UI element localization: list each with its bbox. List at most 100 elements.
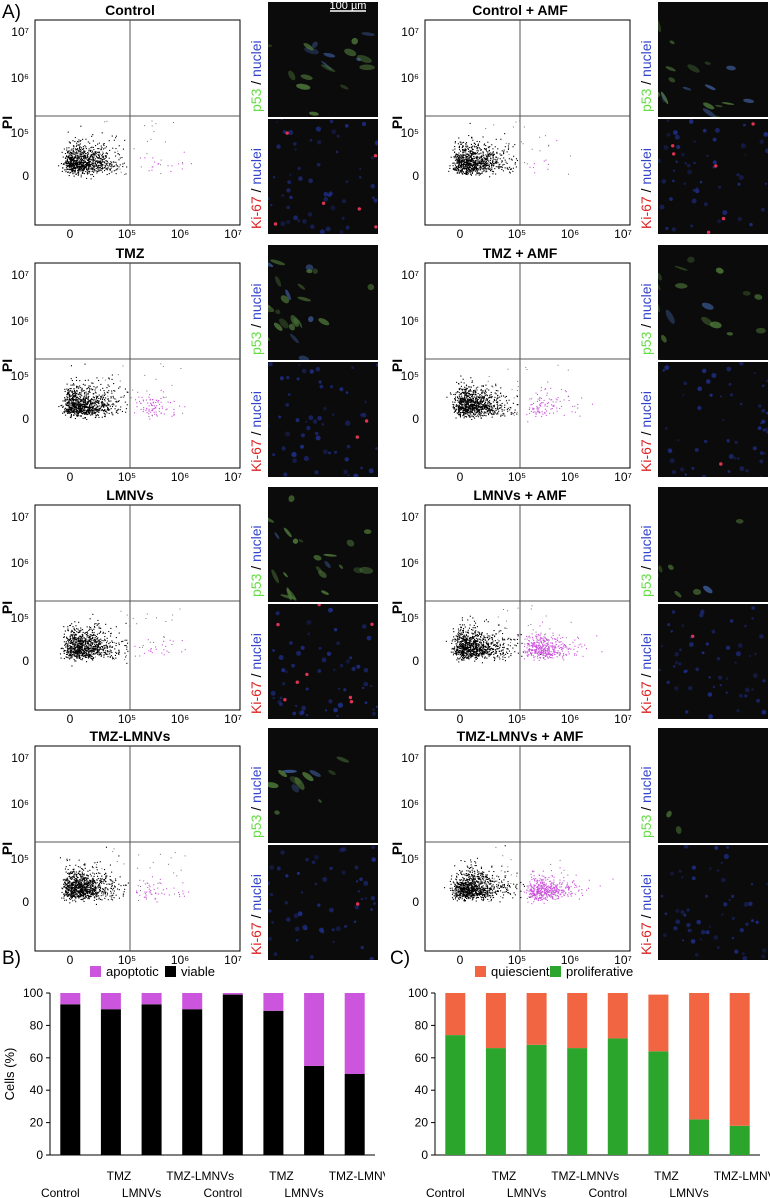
p53-micrograph: 100 µm bbox=[268, 2, 378, 117]
y-tick-label: 10⁵ bbox=[11, 611, 29, 625]
bar-segment-proliferative bbox=[689, 1119, 710, 1155]
flow-scatter-plot: 010⁵10⁶10⁷010⁵10⁶10⁷Annexin VPI bbox=[0, 19, 242, 238]
bar-segment-quiescient bbox=[648, 994, 669, 1052]
bar-segment-viable bbox=[222, 994, 243, 1155]
y-tick-label: 0 bbox=[412, 412, 419, 426]
x-tick-label: 0 bbox=[457, 953, 464, 964]
y-tick-label: 10⁶ bbox=[401, 71, 419, 85]
y-tick-label: 10⁷ bbox=[11, 25, 29, 39]
legend-swatch bbox=[90, 966, 101, 977]
y-tick-label: 0 bbox=[412, 895, 419, 909]
bar-segment-apoptotic bbox=[222, 993, 243, 995]
scatter-points bbox=[444, 845, 614, 905]
ki67-stain-label: Ki-67 / nuclei bbox=[248, 874, 264, 955]
category-label: Control bbox=[203, 1186, 242, 1198]
y-tick-label: 10⁵ bbox=[401, 852, 419, 866]
legend-label: viable bbox=[181, 964, 215, 979]
y-tick-label: 0 bbox=[22, 654, 29, 668]
p53-micrograph bbox=[658, 2, 768, 117]
bar-segment-quiescient bbox=[607, 993, 628, 1039]
y-tick-label: 10⁵ bbox=[11, 852, 29, 866]
scatter-points bbox=[445, 605, 603, 664]
bar-segment-proliferative bbox=[729, 1125, 750, 1155]
bar-segment-apoptotic bbox=[263, 993, 284, 1011]
y-tick-label: 10⁷ bbox=[11, 751, 29, 765]
y-axis-label: PI bbox=[390, 601, 405, 614]
flow-scatter-plot: 010⁵10⁶10⁷010⁵10⁶10⁷Annexin VPI bbox=[390, 262, 632, 481]
y-tick-label: 80 bbox=[30, 1018, 44, 1032]
legend-swatch bbox=[165, 966, 176, 977]
bar-segment-viable bbox=[304, 1065, 325, 1155]
bar-segment-proliferative bbox=[607, 1038, 628, 1155]
p53-micrograph bbox=[268, 487, 378, 602]
panel-label-c: C) bbox=[390, 948, 411, 969]
x-tick-label: 10⁷ bbox=[224, 227, 242, 238]
flow-panel-title: TMZ-LMNVs + AMF bbox=[456, 728, 584, 744]
x-tick-label: 0 bbox=[457, 470, 464, 481]
ki67-micrograph bbox=[268, 845, 378, 960]
scatter-points bbox=[448, 120, 571, 178]
ki67-stain-label: Ki-67 / nuclei bbox=[638, 391, 654, 472]
scatter-points bbox=[58, 120, 192, 180]
plot-frame bbox=[424, 262, 631, 469]
y-tick-label: 10⁷ bbox=[401, 268, 419, 282]
y-tick-label: 10⁵ bbox=[11, 126, 29, 140]
panel-label-a: A) bbox=[2, 2, 21, 23]
y-tick-label: 0 bbox=[412, 654, 419, 668]
bar-segment-apoptotic bbox=[141, 993, 162, 1005]
bar-segment-proliferative bbox=[567, 1048, 588, 1155]
y-axis-label: PI bbox=[0, 359, 15, 372]
flow-scatter-plot: 010⁵10⁶10⁷010⁵10⁶10⁷Annexin VPI bbox=[0, 745, 242, 964]
x-tick-label: 10⁵ bbox=[508, 470, 526, 481]
category-label: TMZ bbox=[654, 1169, 679, 1183]
bar-segment-proliferative bbox=[445, 1035, 466, 1155]
scale-bar-label: 100 µm bbox=[330, 2, 367, 12]
y-tick-label: 10⁷ bbox=[11, 510, 29, 524]
x-tick-label: 0 bbox=[457, 712, 464, 723]
p53-stain-label: p53 / nuclei bbox=[638, 525, 654, 597]
x-tick-label: 10⁵ bbox=[508, 953, 526, 964]
bar-segment-apoptotic bbox=[60, 993, 81, 1005]
y-tick-label: 10⁵ bbox=[401, 369, 419, 383]
bar-segment-quiescient bbox=[567, 993, 588, 1049]
flow-scatter-plot: 010⁵10⁶10⁷010⁵10⁶10⁷Annexin VPI bbox=[0, 504, 242, 723]
y-tick-label: 20 bbox=[415, 1116, 429, 1130]
y-tick-label: 0 bbox=[22, 895, 29, 909]
bar-segment-viable bbox=[141, 1004, 162, 1155]
ki67-stain-label: Ki-67 / nuclei bbox=[638, 874, 654, 955]
p53-micrograph bbox=[658, 487, 768, 602]
x-tick-label: 10⁶ bbox=[561, 712, 579, 723]
y-tick-label: 20 bbox=[30, 1116, 44, 1130]
p53-stain-label: p53 / nuclei bbox=[248, 40, 264, 112]
y-tick-label: 10⁶ bbox=[11, 314, 29, 328]
plot-frame bbox=[34, 745, 241, 952]
plot-frame bbox=[424, 745, 631, 952]
bar-segment-quiescient bbox=[445, 993, 466, 1036]
x-tick-label: 10⁵ bbox=[118, 470, 136, 481]
y-tick-label: 10⁶ bbox=[11, 556, 29, 570]
bar-segment-viable bbox=[263, 1010, 284, 1155]
bar-segment-quiescient bbox=[729, 993, 750, 1126]
y-tick-label: 10⁷ bbox=[401, 25, 419, 39]
scatter-points bbox=[446, 364, 593, 423]
plot-frame bbox=[424, 504, 631, 711]
x-tick-label: 10⁷ bbox=[614, 712, 632, 723]
y-tick-label: 80 bbox=[415, 1018, 429, 1032]
x-tick-label: 10⁷ bbox=[224, 470, 242, 481]
category-label: TMZ-LMNVs bbox=[329, 1169, 385, 1183]
y-tick-label: 60 bbox=[30, 1051, 44, 1065]
p53-stain-label: p53 / nuclei bbox=[638, 283, 654, 355]
y-tick-label: 10⁷ bbox=[401, 510, 419, 524]
y-tick-label: 10⁵ bbox=[401, 126, 419, 140]
y-tick-label: 0 bbox=[22, 412, 29, 426]
ki67-micrograph bbox=[658, 362, 768, 477]
bar-segment-apoptotic bbox=[304, 993, 325, 1066]
flow-panel-title: TMZ-LMNVs bbox=[89, 728, 171, 744]
y-tick-label: 0 bbox=[22, 169, 29, 183]
y-tick-label: 40 bbox=[30, 1083, 44, 1097]
ki67-stain-label: Ki-67 / nuclei bbox=[638, 633, 654, 714]
chart-c-proliferation: quiescient proliferative 0 20 40 60 80 100 Contr… bbox=[408, 964, 770, 1198]
bar-segment-proliferative bbox=[648, 1051, 669, 1155]
y-tick-label: 10⁶ bbox=[401, 314, 419, 328]
x-tick-label: 10⁶ bbox=[171, 712, 189, 723]
